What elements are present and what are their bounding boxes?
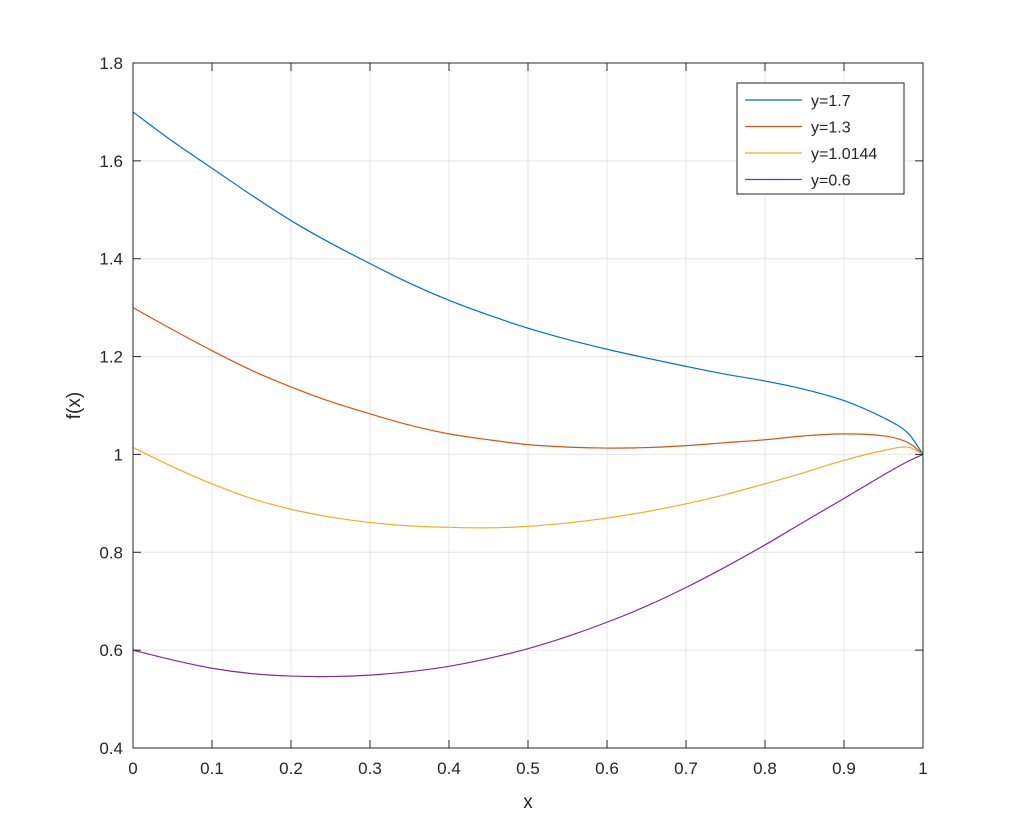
y-tick-label: 1.4 xyxy=(99,250,123,269)
legend-box xyxy=(736,82,905,195)
y-tick-label: 1.2 xyxy=(99,348,123,367)
y-tick-label: 0.6 xyxy=(99,641,123,660)
series-line-3 xyxy=(132,446,924,529)
x-tick-label: 0.2 xyxy=(279,759,303,778)
legend-label: y=1.0144 xyxy=(811,146,877,163)
legend-label: y=1.7 xyxy=(811,93,851,110)
y-tick-label: 1.8 xyxy=(99,54,123,73)
ticks: 0 0.1 0.2 0.3 0.4 0.5 0.6 0.7 0.8 0.9 1 0.4 0.6 0.8 1 1… xyxy=(99,54,927,778)
series-line-4 xyxy=(132,453,924,678)
y-axis-label: f(x) xyxy=(64,392,85,419)
legend: y=1.7 y=1.3 y=1.0144 y=0.6 xyxy=(736,82,905,195)
y-tick-label: 0.8 xyxy=(99,543,123,562)
x-tick-label: 0.4 xyxy=(437,759,461,778)
x-tick-label: 0.5 xyxy=(516,759,540,778)
x-tick-label: 0.3 xyxy=(358,759,382,778)
series-line-2 xyxy=(132,307,924,455)
x-tick-label: 0.6 xyxy=(595,759,619,778)
grid xyxy=(133,63,923,748)
y-tick-label: 1 xyxy=(114,445,123,464)
x-tick-label: 0.8 xyxy=(753,759,777,778)
x-axis-label: x xyxy=(523,792,533,813)
x-tick-label: 0.1 xyxy=(200,759,224,778)
x-tick-label: 0 xyxy=(128,759,137,778)
series-group xyxy=(132,111,924,678)
series-line-1 xyxy=(132,111,924,455)
legend-label: y=1.3 xyxy=(811,120,851,137)
y-tick-label: 0.4 xyxy=(99,739,123,758)
x-tick-label: 1 xyxy=(918,759,927,778)
x-tick-label: 0.7 xyxy=(674,759,698,778)
y-tick-label: 1.6 xyxy=(99,152,123,171)
legend-label: y=0.6 xyxy=(811,173,851,190)
x-tick-label: 0.9 xyxy=(832,759,856,778)
